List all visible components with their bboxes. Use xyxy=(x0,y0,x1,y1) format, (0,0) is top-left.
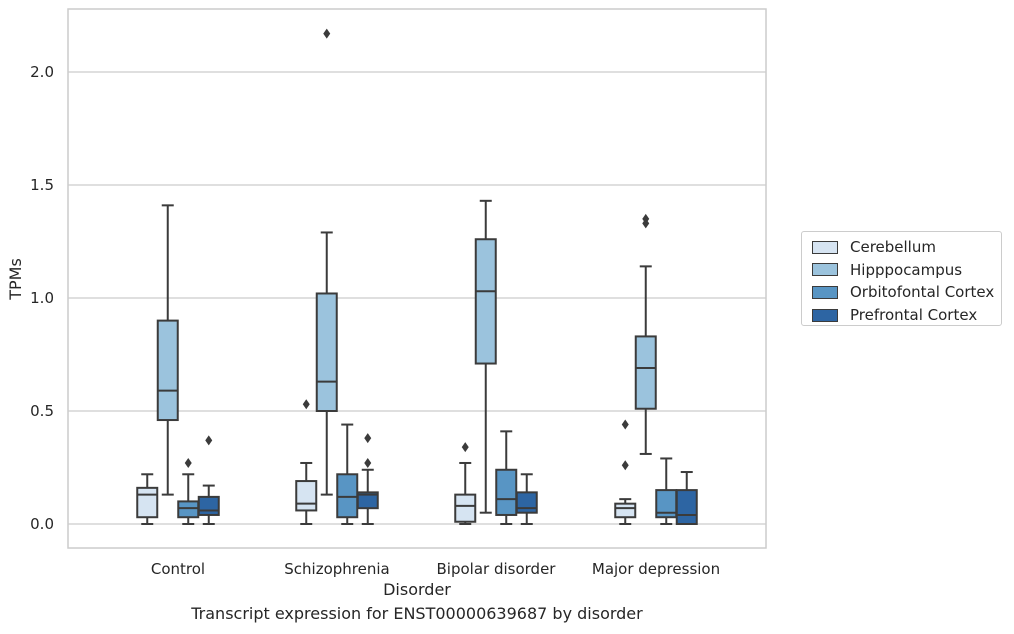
iqr-box xyxy=(614,502,637,519)
box-2-3 xyxy=(655,457,678,525)
box-2-0 xyxy=(177,457,200,525)
box-0-3 xyxy=(614,419,637,525)
iqr-box xyxy=(356,491,379,510)
outlier-point xyxy=(205,435,213,446)
x-tick-label: Control xyxy=(151,560,205,578)
legend: Cerebellum Hipppocampus Orbitofontal Corte… xyxy=(801,231,1002,326)
y-gridlines xyxy=(68,71,766,525)
outlier-point xyxy=(461,442,469,453)
iqr-box xyxy=(156,319,179,422)
box-3-2 xyxy=(515,473,538,525)
box-0-0 xyxy=(136,473,159,525)
box-0-1 xyxy=(295,399,318,525)
x-tick-label: Major depression xyxy=(592,560,720,578)
box-2-1 xyxy=(336,423,359,525)
box-2-2 xyxy=(495,430,518,525)
iqr-box xyxy=(315,292,338,413)
legend-label: Orbitofontal Cortex xyxy=(850,283,995,302)
outlier-point xyxy=(621,419,629,430)
box-1-1 xyxy=(315,28,338,496)
y-tick-label: 0.5 xyxy=(30,402,54,420)
y-tick-label: 1.0 xyxy=(30,289,54,307)
y-tick-label: 2.0 xyxy=(30,63,54,81)
box-1-0 xyxy=(156,204,179,496)
iqr-box xyxy=(675,489,698,526)
box-series xyxy=(136,28,698,526)
y-tick-label: 1.5 xyxy=(30,176,54,194)
box-1-2 xyxy=(474,199,497,514)
iqr-box xyxy=(136,486,159,519)
box-3-3 xyxy=(675,471,698,526)
iqr-box xyxy=(454,493,477,523)
chart-caption: Transcript expression for ENST0000063968… xyxy=(191,604,643,623)
y-axis-label: TPMs xyxy=(6,258,25,301)
legend-swatch xyxy=(812,240,838,254)
outlier-point xyxy=(642,213,650,224)
iqr-box xyxy=(295,480,318,512)
outlier-point xyxy=(302,399,310,410)
legend-item: Cerebellum xyxy=(812,236,1001,259)
legend-swatch xyxy=(812,308,838,322)
x-tick-label: Schizophrenia xyxy=(284,560,389,578)
x-tick-labels: Control Schizophrenia Bipolar disorder Majo… xyxy=(151,560,720,578)
box-3-0 xyxy=(197,435,220,525)
legend-item: Orbitofontal Cortex xyxy=(812,281,1001,304)
legend-label: Prefrontal Cortex xyxy=(850,306,978,325)
iqr-box xyxy=(336,473,359,519)
outlier-point xyxy=(364,433,372,444)
iqr-box xyxy=(515,491,538,514)
x-axis-label: Disorder xyxy=(383,580,451,599)
legend-label: Cerebellum xyxy=(850,238,936,257)
outlier-point xyxy=(323,28,331,39)
x-tick-label: Bipolar disorder xyxy=(437,560,557,578)
y-tick-label: 0.0 xyxy=(30,515,54,533)
legend-swatch xyxy=(812,285,838,299)
iqr-box xyxy=(474,238,497,365)
box-0-2 xyxy=(454,442,477,525)
iqr-box xyxy=(197,495,220,516)
iqr-box xyxy=(495,468,518,516)
y-tick-labels: 0.0 0.5 1.0 1.5 2.0 xyxy=(30,63,54,533)
legend-label: Hipppocampus xyxy=(850,260,963,279)
outlier-point xyxy=(184,457,192,468)
iqr-box xyxy=(634,335,657,410)
outlier-point xyxy=(621,460,629,471)
box-3-1 xyxy=(356,433,379,525)
legend-item: Hipppocampus xyxy=(812,259,1001,282)
outlier-point xyxy=(364,457,372,468)
iqr-box xyxy=(177,500,200,519)
plot-frame xyxy=(67,8,767,549)
legend-item: Prefrontal Cortex xyxy=(812,304,1001,327)
box-1-3 xyxy=(634,213,657,455)
legend-swatch xyxy=(812,263,838,277)
